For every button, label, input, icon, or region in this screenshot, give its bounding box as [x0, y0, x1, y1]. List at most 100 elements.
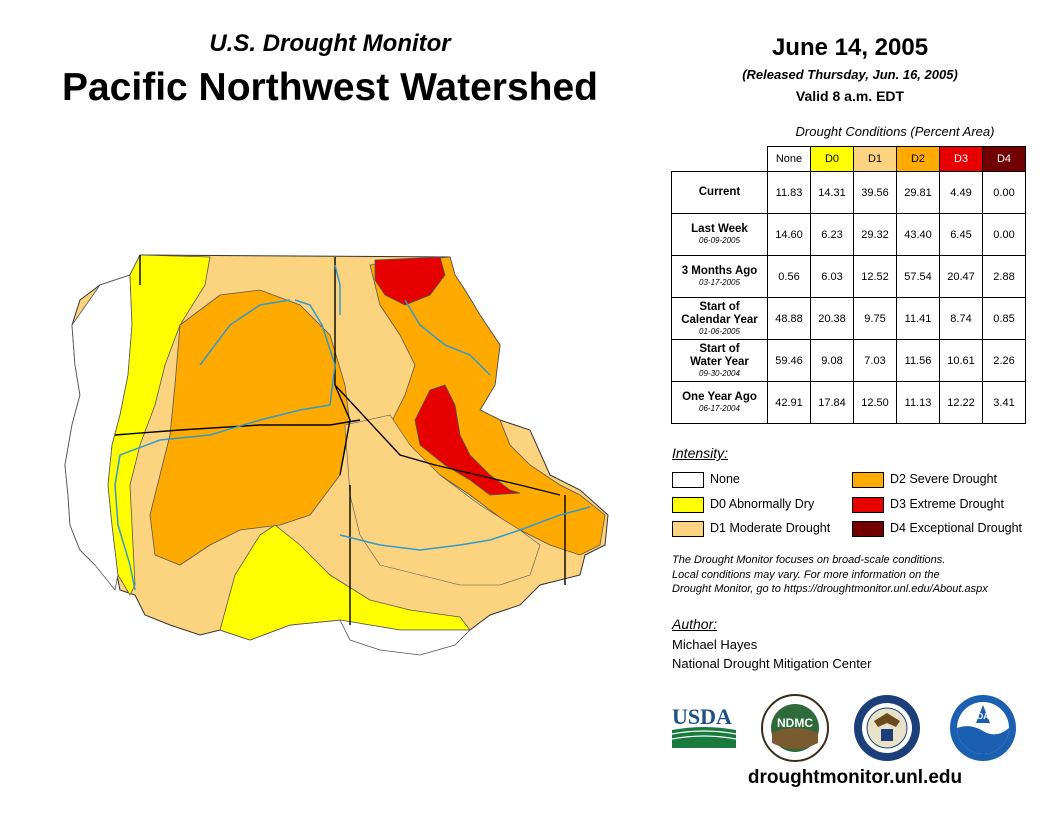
usda-logo: USDA	[671, 704, 737, 748]
row-label-last-week: Last Week 06-09-2005	[671, 213, 768, 256]
d0-area-west	[107, 254, 211, 596]
d0-area-south	[219, 524, 471, 641]
legend-label: D2 Severe Drought	[890, 472, 998, 486]
table-caption: Drought Conditions (Percent Area)	[795, 124, 995, 139]
table-cell: 12.22	[939, 381, 983, 424]
row-label-text: Current	[698, 186, 741, 198]
legend-swatch	[852, 520, 884, 537]
note-line: Drought Monitor, go to https://droughtmo…	[672, 583, 988, 595]
table-cell: 11.13	[896, 381, 940, 424]
drought-conditions-table: None D0 D1 D2 D3 D4 Current 11.83 14.31 …	[671, 146, 1026, 424]
legend-label: D4 Exceptional Drought	[890, 521, 1023, 535]
table-cell: 0.85	[982, 297, 1026, 340]
row-label-water-year: Start of Water Year 09-30-2004	[671, 339, 768, 382]
row-label-3-months: 3 Months Ago 03-17-2005	[671, 255, 768, 298]
col-header-d1: D1	[853, 146, 897, 172]
col-header-none: None	[767, 146, 811, 172]
table-cell: 11.83	[767, 171, 811, 214]
col-header-d2: D2	[896, 146, 940, 172]
row-date: 06-09-2005	[699, 236, 740, 245]
release-date: (Released Thursday, Jun. 16, 2005)	[742, 67, 958, 82]
legend-swatch	[672, 471, 704, 488]
rivers	[114, 264, 591, 591]
map-date: June 14, 2005	[771, 34, 929, 61]
table-cell: 8.74	[939, 297, 983, 340]
table-cell: 6.23	[810, 213, 854, 256]
legend-swatch	[852, 471, 884, 488]
legend-swatch	[852, 496, 884, 513]
footer-url[interactable]: droughtmonitor.unl.edu	[747, 767, 963, 788]
table-cell: 9.75	[853, 297, 897, 340]
map-subtitle: U.S. Drought Monitor	[209, 30, 451, 57]
d1-area-east	[344, 414, 541, 586]
table-cell: 6.03	[810, 255, 854, 298]
table-cell: 3.41	[982, 381, 1026, 424]
legend-swatch	[672, 520, 704, 537]
table-cell: 12.50	[853, 381, 897, 424]
table-cell: 2.88	[982, 255, 1026, 298]
table-cell: 20.47	[939, 255, 983, 298]
legend-label: D0 Abnormally Dry	[710, 497, 815, 511]
table-cell: 48.88	[767, 297, 811, 340]
row-date: 03-17-2005	[699, 278, 740, 287]
table-cell: 29.32	[853, 213, 897, 256]
table-cell: 42.91	[767, 381, 811, 424]
noaa-logo-text: NOAA	[971, 712, 995, 721]
legend-item-d3: D3 Extreme Drought	[852, 495, 1004, 513]
col-header-d0: D0	[810, 146, 854, 172]
legend-item-d2: D2 Severe Drought	[852, 470, 997, 488]
table-cell: 9.08	[810, 339, 854, 382]
commerce-seal-logo	[854, 695, 920, 761]
table-corner	[671, 146, 768, 172]
d3-area-north	[374, 256, 446, 306]
table-cell: 0.00	[982, 171, 1026, 214]
table-cell: 14.31	[810, 171, 854, 214]
table-cell: 4.49	[939, 171, 983, 214]
note-line: Local conditions may vary. For more info…	[672, 568, 940, 581]
none-area-south	[339, 619, 471, 656]
row-date: 09-30-2004	[699, 368, 740, 378]
table-cell: 2.26	[982, 339, 1026, 382]
ndmc-logo-text: NDMC	[777, 716, 813, 730]
table-row: Last Week 06-09-2005 14.60 6.23 29.32 43.…	[671, 213, 1026, 256]
table-cell: 0.00	[982, 213, 1026, 256]
table-row: Start of Water Year 09-30-2004 59.46 9.08 …	[671, 339, 1026, 382]
row-label-text: Start of	[699, 300, 740, 313]
table-row: 3 Months Ago 03-17-2005 0.56 6.03 12.52 5…	[671, 255, 1026, 298]
row-label-text: 3 Months Ago	[681, 265, 758, 277]
table-cell: 20.38	[810, 297, 854, 340]
table-row: Current 11.83 14.31 39.56 29.81 4.49 0.0…	[671, 171, 1026, 214]
table-cell: 17.84	[810, 381, 854, 424]
table-cell: 0.56	[767, 255, 811, 298]
table-cell: 57.54	[896, 255, 940, 298]
legend-item-d4: D4 Exceptional Drought	[852, 519, 1022, 537]
table-cell: 7.03	[853, 339, 897, 382]
table-cell: 10.61	[939, 339, 983, 382]
row-label-calendar-year: Start of Calendar Year 01-06-2005	[671, 297, 768, 340]
table-cell: 12.52	[853, 255, 897, 298]
legend-label: None	[710, 472, 740, 486]
legend-item-d0: D0 Abnormally Dry	[672, 495, 814, 513]
row-label-text: Calendar Year	[681, 313, 758, 326]
row-label-one-year: One Year Ago 06-17-2004	[671, 381, 768, 424]
legend-label: D1 Moderate Drought	[710, 521, 831, 535]
ndmc-logo: NDMC	[761, 694, 829, 762]
legend-label: D3 Extreme Drought	[890, 497, 1004, 511]
map-title: Pacific Northwest Watershed	[61, 66, 599, 109]
table-cell: 29.81	[896, 171, 940, 214]
table-cell: 43.40	[896, 213, 940, 256]
usda-logo-text: USDA	[672, 704, 732, 729]
drought-map	[64, 254, 609, 656]
table-cell: 11.56	[896, 339, 940, 382]
table-cell: 11.41	[896, 297, 940, 340]
row-date: 01-06-2005	[699, 326, 740, 336]
disclaimer-note: The Drought Monitor focuses on broad-sca…	[672, 553, 1042, 597]
row-label-text: Water Year	[690, 355, 749, 368]
table-cell: 6.45	[939, 213, 983, 256]
legend-swatch	[672, 496, 704, 513]
table-row: Start of Calendar Year 01-06-2005 48.88 20…	[671, 297, 1026, 340]
row-label-text: Last Week	[691, 223, 748, 235]
d3-area-east	[414, 384, 521, 496]
table-cell: 39.56	[853, 171, 897, 214]
col-header-d4: D4	[982, 146, 1026, 172]
